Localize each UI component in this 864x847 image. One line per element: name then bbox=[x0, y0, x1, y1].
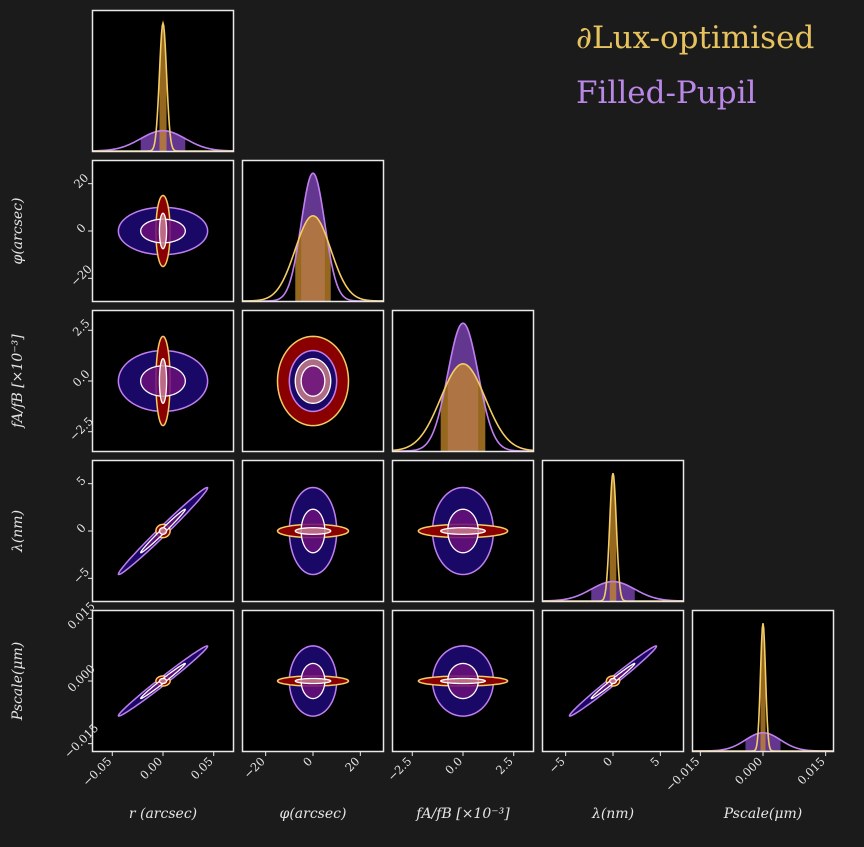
x-tick-label-fAB: 0.0 bbox=[442, 754, 465, 777]
x-tick-label-lambda: −5 bbox=[546, 754, 568, 776]
panel-pscale-phi bbox=[241, 609, 385, 753]
legend-filled-pupil: Filled-Pupil bbox=[576, 75, 757, 111]
panel-frame bbox=[391, 609, 535, 753]
lux-contour-1sigma bbox=[440, 527, 486, 535]
y-tick-label-fAB: −2.5 bbox=[66, 414, 96, 444]
y-tick-label-phi: 0 bbox=[74, 221, 89, 236]
x-axis-label-lambda: λ(nm) bbox=[591, 806, 634, 822]
panel-lambda-lambda bbox=[541, 459, 685, 603]
y-tick-label-fAB: 2.5 bbox=[70, 316, 93, 339]
x-tick-label-r: 0.05 bbox=[188, 754, 216, 782]
y-tick-label-phi: 20 bbox=[71, 171, 91, 191]
x-tick-label-fAB: −2.5 bbox=[385, 754, 415, 784]
panel-frame bbox=[541, 459, 685, 603]
lux-contour-1sigma bbox=[440, 677, 486, 685]
panel-frame bbox=[241, 459, 385, 603]
lux-sigma-band bbox=[159, 23, 167, 152]
lux-contour-1sigma bbox=[158, 212, 168, 250]
x-tick-label-r: 0.00 bbox=[137, 754, 165, 782]
lux-contour-1sigma bbox=[158, 527, 168, 535]
panel-fAB-phi bbox=[241, 309, 385, 453]
y-axis-label-phi: φ(arcsec) bbox=[10, 198, 26, 265]
panel-frame bbox=[91, 9, 235, 153]
x-tick-label-phi: 20 bbox=[342, 754, 362, 774]
x-tick-label-lambda: 5 bbox=[647, 754, 662, 769]
panel-fAB-fAB bbox=[391, 309, 535, 453]
y-tick-label-lambda: −5 bbox=[70, 565, 92, 587]
panel-phi-phi bbox=[241, 159, 385, 303]
legend-lux-optimised: ∂Lux-optimised bbox=[576, 20, 815, 56]
y-axis-label-lambda: λ(nm) bbox=[10, 510, 26, 553]
y-tick-label-fAB: 0.0 bbox=[70, 367, 93, 390]
x-axis-label-r: r (arcsec) bbox=[129, 806, 197, 822]
x-tick-label-pscale: 0.015 bbox=[795, 754, 828, 787]
lux-contour-1sigma bbox=[609, 677, 617, 685]
y-axis-label-fAB: fA/fB [×10⁻³] bbox=[10, 334, 26, 429]
x-tick-label-pscale: −0.015 bbox=[662, 754, 702, 794]
pupil-marginal-curve bbox=[542, 580, 684, 602]
lux-contour-1sigma bbox=[294, 677, 332, 685]
panel-frame bbox=[691, 609, 835, 753]
panel-lambda-phi bbox=[241, 459, 385, 603]
lux-contour-1sigma bbox=[294, 527, 332, 535]
x-axis-label-fAB: fA/fB [×10⁻³] bbox=[415, 806, 510, 822]
panel-fAB-r bbox=[91, 309, 235, 453]
y-tick-label-phi: −20 bbox=[68, 262, 95, 289]
panel-lambda-fAB bbox=[391, 459, 535, 603]
panel-pscale-fAB bbox=[391, 609, 535, 753]
x-tick-label-pscale: 0.000 bbox=[732, 754, 765, 787]
y-axis-label-pscale: Pscale(μm) bbox=[10, 642, 26, 721]
y-tick-label-lambda: 5 bbox=[74, 473, 89, 488]
panel-r-r bbox=[91, 9, 235, 153]
lux-sigma-band bbox=[609, 473, 617, 602]
panel-pscale-pscale bbox=[691, 609, 835, 753]
lux-contour-1sigma bbox=[158, 358, 168, 404]
panel-pscale-lambda bbox=[541, 609, 685, 753]
x-tick-label-fAB: 2.5 bbox=[493, 754, 516, 777]
panel-frame bbox=[541, 609, 685, 753]
panel-frame bbox=[91, 309, 235, 453]
lux-sigma-band bbox=[440, 363, 486, 452]
panel-frame bbox=[241, 159, 385, 303]
panel-phi-r bbox=[91, 159, 235, 303]
x-axis-label-pscale: Pscale(μm) bbox=[723, 806, 802, 822]
panel-frame bbox=[391, 309, 535, 453]
pupil-marginal-curve bbox=[392, 322, 534, 452]
panel-frame bbox=[241, 309, 385, 453]
panel-frame bbox=[91, 459, 235, 603]
x-tick-label-phi: 0 bbox=[300, 754, 315, 769]
panel-frame bbox=[391, 459, 535, 603]
pupil-marginal-curve bbox=[92, 129, 234, 152]
panel-frame bbox=[91, 609, 235, 753]
pupil-contour-1sigma bbox=[300, 365, 326, 397]
panel-lambda-r bbox=[91, 459, 235, 603]
lux-contour-1sigma bbox=[158, 677, 168, 685]
panel-frame bbox=[91, 159, 235, 303]
x-tick-label-lambda: 0 bbox=[600, 754, 615, 769]
lux-marginal-curve bbox=[242, 214, 384, 302]
panel-frame bbox=[241, 609, 385, 753]
lux-marginal-curve bbox=[392, 363, 534, 452]
panel-pscale-r bbox=[91, 609, 235, 753]
x-axis-label-phi: φ(arcsec) bbox=[280, 806, 347, 822]
x-tick-label-phi: −20 bbox=[241, 754, 268, 781]
y-tick-label-lambda: 0 bbox=[74, 521, 89, 536]
lux-sigma-band bbox=[295, 215, 331, 302]
x-tick-label-r: −0.05 bbox=[80, 754, 115, 789]
